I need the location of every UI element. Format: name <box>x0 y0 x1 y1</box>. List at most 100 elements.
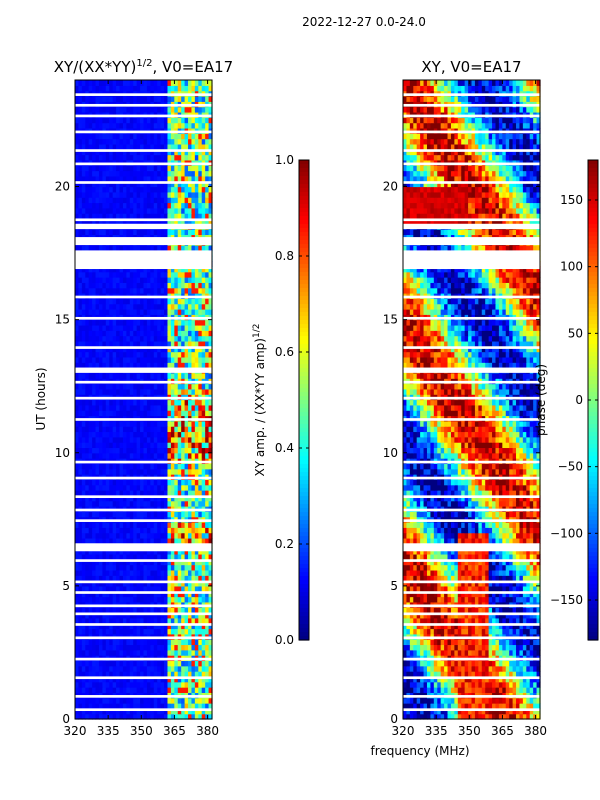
amplitude-cell <box>208 697 213 704</box>
amplitude-cell <box>208 138 213 145</box>
amplitude-cell <box>146 372 151 379</box>
amplitude-colorbar-swatch <box>299 384 309 389</box>
amplitude-cell <box>194 372 199 379</box>
amplitude-cell <box>150 436 155 443</box>
amplitude-cell <box>157 335 162 342</box>
amplitude-cell <box>177 271 182 278</box>
amplitude-cell <box>109 532 114 539</box>
amplitude-cell <box>201 410 206 417</box>
amplitude-cell <box>153 106 158 113</box>
amplitude-cell <box>153 122 158 129</box>
amplitude-cell <box>78 511 83 518</box>
amplitude-cell <box>133 372 138 379</box>
amplitude-cell <box>160 612 165 619</box>
amplitude-cell <box>116 676 121 683</box>
amplitude-cell <box>191 468 196 475</box>
amplitude-cell <box>136 324 141 331</box>
amplitude-cell <box>201 687 206 693</box>
amplitude-cell <box>208 308 213 315</box>
amplitude-cell <box>205 612 210 619</box>
amplitude-cell <box>122 202 127 209</box>
amplitude-cell <box>164 229 169 236</box>
amplitude-cell <box>75 500 80 507</box>
amplitude-cell <box>177 623 182 630</box>
amplitude-cell <box>153 703 158 709</box>
amplitude-cell <box>150 585 155 592</box>
amplitude-cell <box>122 362 127 369</box>
amplitude-cell <box>81 649 86 656</box>
amplitude-cell <box>160 426 165 433</box>
amplitude-cell <box>129 431 134 438</box>
amplitude-cell <box>181 117 186 124</box>
amplitude-colorbar-swatch <box>299 616 309 621</box>
amplitude-cell <box>140 490 145 496</box>
amplitude-cell <box>112 95 117 102</box>
amplitude-cell <box>160 447 165 454</box>
amplitude-cell <box>102 639 107 646</box>
amplitude-cell <box>75 154 80 161</box>
amplitude-cell <box>188 500 193 507</box>
amplitude-cell <box>98 197 103 204</box>
amplitude-cell <box>95 639 100 646</box>
amplitude-cell <box>78 149 83 156</box>
amplitude-cell <box>112 277 117 283</box>
amplitude-cell <box>191 708 196 715</box>
amplitude-cell <box>136 681 141 688</box>
amplitude-cell <box>157 431 162 438</box>
amplitude-cell <box>78 644 83 651</box>
amplitude-cell <box>201 639 206 646</box>
amplitude-cell <box>160 649 165 656</box>
amplitude-cell <box>75 191 80 198</box>
amplitude-cell <box>140 362 145 369</box>
amplitude-cell <box>92 85 97 92</box>
amplitude-cell <box>109 596 114 603</box>
amplitude-cell <box>150 665 155 672</box>
amplitude-cell <box>157 404 162 411</box>
amplitude-cell <box>133 426 138 433</box>
amplitude-cell <box>208 521 213 528</box>
amplitude-cell <box>208 117 213 124</box>
amplitude-cell <box>140 436 145 443</box>
amplitude-cell <box>143 324 148 331</box>
amplitude-colorbar-swatch <box>299 584 309 589</box>
amplitude-cell <box>92 213 97 220</box>
amplitude-cell <box>88 266 93 273</box>
amplitude-cell <box>136 383 141 390</box>
amplitude-cell <box>170 218 175 225</box>
amplitude-cell <box>109 218 114 225</box>
amplitude-cell <box>102 585 107 592</box>
amplitude-cell <box>126 495 131 502</box>
amplitude-cell <box>78 245 83 251</box>
amplitude-cell <box>112 324 117 331</box>
amplitude-cell <box>201 548 206 555</box>
amplitude-cell <box>95 218 100 225</box>
amplitude-cell <box>126 447 131 454</box>
amplitude-cell <box>146 346 151 353</box>
amplitude-cell <box>122 213 127 220</box>
amplitude-cell <box>122 266 127 273</box>
amplitude-colorbar-swatch <box>299 252 309 257</box>
amplitude-cell <box>119 490 124 496</box>
amplitude-cell <box>146 628 151 635</box>
amplitude-cell <box>136 687 141 693</box>
amplitude-cell <box>119 548 124 555</box>
amplitude-cell <box>170 287 175 294</box>
amplitude-cell <box>102 388 107 395</box>
amplitude-cell <box>164 213 169 220</box>
amplitude-cell <box>194 362 199 369</box>
amplitude-cell <box>191 687 196 693</box>
amplitude-cell <box>78 607 83 614</box>
amplitude-cell <box>88 452 93 459</box>
amplitude-cell <box>102 80 107 86</box>
amplitude-cell <box>85 245 90 251</box>
amplitude-cell <box>102 687 107 693</box>
amplitude-cell <box>170 713 175 720</box>
amplitude-cell <box>157 463 162 470</box>
amplitude-cell <box>116 165 121 172</box>
amplitude-cell <box>191 697 196 704</box>
amplitude-colorbar-swatch <box>299 552 309 557</box>
amplitude-cell <box>177 340 182 347</box>
amplitude-cell <box>167 500 172 507</box>
amplitude-cell <box>167 639 172 646</box>
amplitude-cell <box>95 95 100 102</box>
